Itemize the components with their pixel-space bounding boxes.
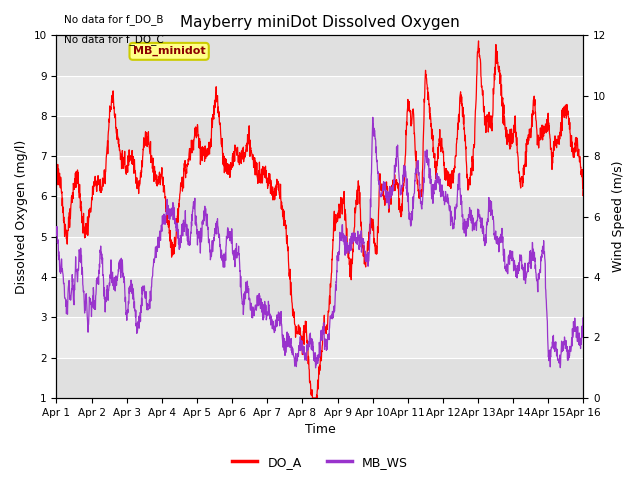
Bar [56,237,584,277]
Legend: DO_A, MB_WS: DO_A, MB_WS [227,451,413,474]
X-axis label: Time: Time [305,423,335,436]
Text: No data for f_DO_B: No data for f_DO_B [64,14,163,25]
Y-axis label: Wind Speed (m/s): Wind Speed (m/s) [612,161,625,272]
Y-axis label: Dissolved Oxygen (mg/l): Dissolved Oxygen (mg/l) [15,140,28,294]
Bar [56,277,584,317]
Bar [56,76,584,116]
Bar [56,36,584,76]
Text: MB_minidot: MB_minidot [133,46,205,57]
Bar [56,116,584,156]
Text: No data for f_DO_C: No data for f_DO_C [64,34,164,45]
Bar [56,317,584,358]
Bar [56,156,584,196]
Title: Mayberry miniDot Dissolved Oxygen: Mayberry miniDot Dissolved Oxygen [180,15,460,30]
Bar [56,196,584,237]
Bar [56,358,584,398]
